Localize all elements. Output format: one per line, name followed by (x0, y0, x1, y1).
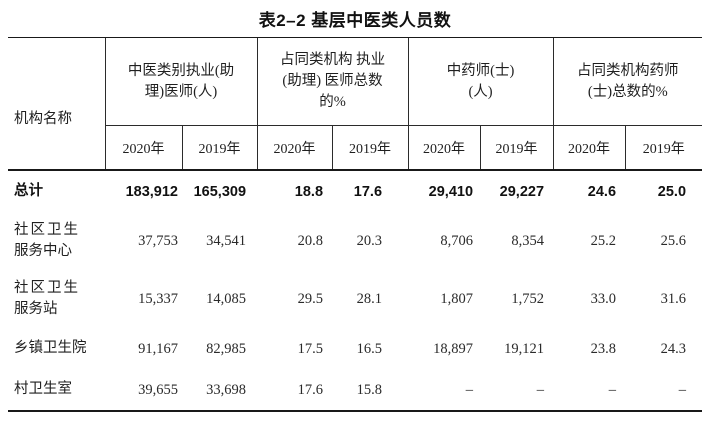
page-title: 表2–2 基层中医类人员数 (258, 11, 452, 30)
table-row-community-station: 社区卫生 服务站 15,337 14,085 29.5 28.1 1,807 1… (8, 270, 702, 328)
row-label: 社区卫生 服务站 (8, 270, 105, 328)
table-cell: 165,309 (193, 183, 247, 200)
year-header: 2020年 (104, 125, 182, 171)
year-header-row: 2020年 2019年 2020年 2019年 2020年 2019年 2020… (8, 125, 703, 171)
table-cell: 37,753 (138, 233, 178, 249)
table-cell: – (553, 369, 626, 412)
table-row-total: 总计 183,912 165,309 18.8 17.6 29,410 29,2… (8, 170, 702, 212)
table-cell: 29,410 (428, 183, 474, 200)
header-group-tcm-pharmacists: 中药师(士) (人) (407, 37, 554, 126)
row-label: 乡镇卫生院 (8, 328, 105, 369)
table-cell: 17.6 (257, 369, 333, 412)
row-label-line: 服务中心 (14, 243, 72, 259)
header-group-tcm-doctors: 中医类别执业(助 理)医师(人) (104, 37, 258, 126)
row-label-line: 村卫生室 (14, 381, 72, 397)
table-cell: – (408, 369, 481, 412)
table-row-community-center: 社区卫生 服务中心 37,753 34,541 20.8 20.3 8,706 … (8, 212, 702, 270)
row-label-line: 服务站 (14, 301, 58, 317)
group-header-row: 机构名称 中医类别执业(助 理)医师(人) 占同类机构 执业 (助理) 医师总数… (8, 37, 703, 171)
table-cell: 14,085 (206, 291, 247, 307)
table-cell: 31.6 (660, 291, 687, 307)
table-cell: 82,985 (206, 340, 247, 357)
table-cell: 29,227 (499, 183, 545, 200)
header-group-doctor-percent: 占同类机构 执业 (助理) 医师总数 的% (256, 37, 409, 126)
table-cell: 18.8 (294, 183, 324, 200)
table-row-township-hospital: 乡镇卫生院 91,167 82,985 17.5 16.5 18,897 19,… (8, 328, 702, 369)
table-cell: 23.8 (590, 340, 617, 357)
table-cell: 17.6 (353, 183, 383, 200)
table-cell: 34,541 (206, 233, 247, 249)
year-header: 2020年 (256, 125, 333, 171)
table-cell: 29.5 (297, 291, 324, 307)
row-label-line: 总计 (14, 183, 43, 199)
table-cell: 91,167 (138, 340, 178, 357)
table-cell: 15.8 (332, 369, 409, 412)
header-institution-name: 机构名称 (8, 37, 105, 171)
table-cell: 17.5 (297, 340, 324, 357)
year-header: 2019年 (624, 125, 703, 171)
table-cell: 18,897 (433, 340, 474, 357)
table-cell: 1,807 (440, 291, 474, 307)
row-label-line: 社区卫生 (14, 280, 78, 296)
table-cell: 15,337 (138, 291, 178, 307)
table-cell: 1,752 (511, 291, 545, 307)
row-label-line: 乡镇卫生院 (14, 340, 87, 356)
table-cell: 33,698 (182, 369, 258, 412)
table-cell: 25.6 (660, 233, 687, 249)
table-row-village-clinic: 村卫生室 39,655 33,698 17.6 15.8 – – – – (8, 369, 703, 412)
table-cell: 8,354 (511, 233, 545, 249)
table-cell: 8,706 (440, 233, 474, 249)
year-header: 2019年 (181, 125, 258, 171)
table-cell: 24.3 (660, 340, 687, 357)
year-header: 2019年 (479, 125, 554, 171)
table-cell: 20.8 (297, 233, 324, 249)
header-group-pharmacist-percent: 占同类机构药师 (士)总数的% (552, 37, 703, 126)
table-cell: 39,655 (105, 369, 182, 412)
table-cell: 20.3 (356, 233, 383, 249)
table-cell: 19,121 (504, 340, 545, 357)
row-label: 总计 (8, 170, 105, 212)
table-cell: – (480, 369, 554, 412)
year-header: 2020年 (552, 125, 626, 171)
table-cell: – (625, 369, 703, 412)
year-header: 2019年 (331, 125, 409, 171)
table-cell: 25.0 (657, 183, 687, 200)
year-header: 2020年 (407, 125, 481, 171)
row-label-line: 社区卫生 (14, 222, 78, 238)
table-cell: 33.0 (590, 291, 617, 307)
table-cell: 24.6 (587, 183, 617, 200)
row-label: 村卫生室 (8, 369, 105, 412)
table-cell: 16.5 (356, 340, 383, 357)
table-cell: 183,912 (125, 183, 178, 200)
table-cell: 25.2 (590, 233, 617, 249)
row-label: 社区卫生 服务中心 (8, 212, 105, 270)
tcm-personnel-table: 机构名称 中医类别执业(助 理)医师(人) 占同类机构 执业 (助理) 医师总数… (8, 37, 703, 412)
table-cell: 28.1 (356, 291, 383, 307)
